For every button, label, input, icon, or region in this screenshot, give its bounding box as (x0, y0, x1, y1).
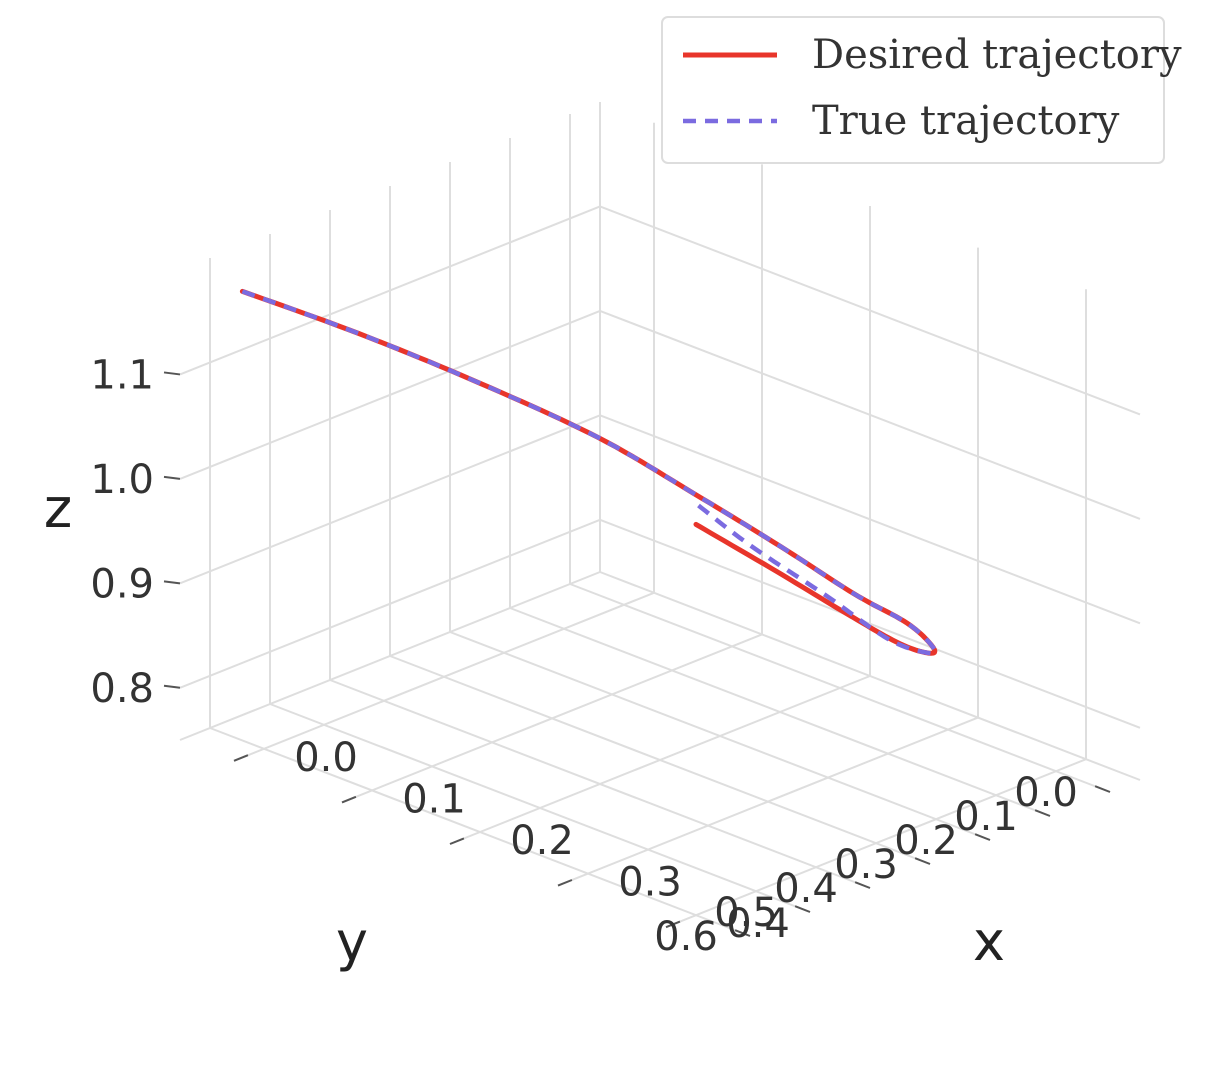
tick-label-y: 0.3 (834, 842, 898, 888)
tick-label-z: 1.0 (90, 457, 154, 503)
tick-labels: 0.00.10.20.30.40.00.10.20.30.40.50.60.80… (90, 352, 1077, 960)
trajectory-curves (239, 288, 938, 656)
tick-label-x: 0.3 (618, 860, 682, 906)
legend-box (661, 16, 1165, 164)
tick-label-y: 0.5 (714, 890, 778, 936)
tick-label-y: 0.2 (894, 818, 958, 864)
tick-mark-x (341, 795, 357, 804)
tick-mark-z (163, 475, 181, 480)
tick-mark-z (163, 580, 181, 585)
tick-mark-x (557, 879, 573, 887)
z-axis-label: z (44, 477, 72, 540)
true-trajectory-line (241, 289, 938, 656)
tick-mark-z (163, 371, 181, 376)
grid-line-z (179, 518, 601, 689)
grid-line-y (209, 727, 751, 937)
grid-line-z (179, 309, 601, 480)
tick-marks (163, 371, 1111, 937)
tick-label-z: 1.1 (90, 352, 154, 398)
grid-line-z (599, 309, 1141, 520)
grid-line-z (599, 205, 1141, 416)
tick-label-x: 0.1 (402, 776, 466, 822)
grid-lines (179, 102, 1141, 937)
tick-label-z: 0.8 (90, 666, 154, 712)
legend-label-true: True trajectory (812, 98, 1120, 144)
legend: Desired trajectory True trajectory (661, 16, 1182, 164)
tick-mark-y (854, 881, 871, 889)
grid-line-z (179, 205, 601, 376)
tick-mark-y (734, 929, 751, 937)
tick-label-y: 0.1 (954, 794, 1018, 840)
grid-line-y (569, 583, 1111, 793)
tick-mark-x (665, 920, 681, 929)
tick-mark-y (974, 833, 991, 841)
tick-label-y: 0.6 (654, 914, 718, 960)
grid-line-y (269, 703, 811, 913)
tick-mark-x (449, 837, 465, 845)
x-axis-label: x (973, 910, 1005, 973)
tick-label-x: 0.0 (294, 735, 358, 781)
grid-line-y (509, 607, 1051, 817)
tick-label-y: 0.0 (1014, 770, 1078, 816)
grid-line-y (449, 631, 991, 841)
tick-mark-y (1034, 809, 1051, 817)
tick-mark-y (1094, 785, 1111, 793)
grid-line-y (329, 679, 871, 889)
legend-label-desired: Desired trajectory (812, 32, 1182, 78)
grid-line-y (389, 655, 931, 865)
grid-line-z (599, 414, 1141, 625)
grid-line-z (179, 414, 601, 585)
tick-label-x: 0.4 (726, 901, 790, 947)
desired-trajectory-line (239, 288, 938, 656)
tick-label-z: 0.9 (90, 561, 154, 607)
tick-mark-z (163, 684, 181, 689)
y-axis-label: y (336, 910, 368, 973)
tick-label-x: 0.2 (510, 818, 574, 864)
tick-mark-y (794, 905, 811, 913)
tick-label-y: 0.4 (774, 866, 838, 912)
tick-mark-x (233, 754, 249, 762)
tick-mark-y (914, 857, 931, 865)
grid-line-z (599, 518, 1141, 729)
